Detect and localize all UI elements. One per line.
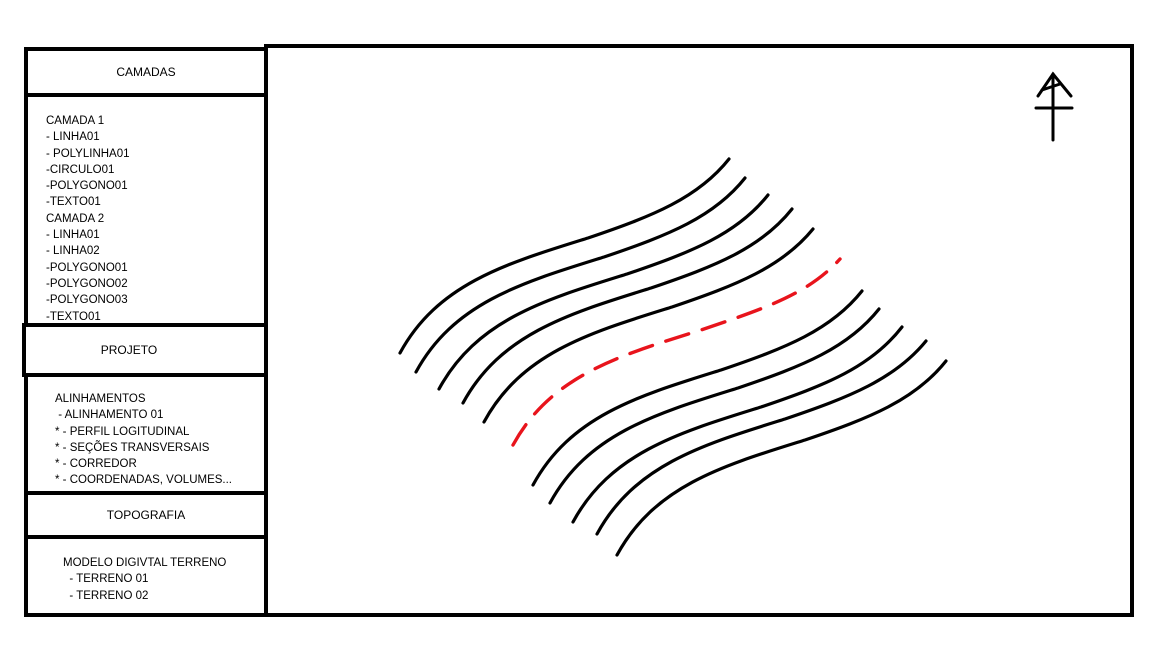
drawing-canvas[interactable] [264, 44, 1134, 617]
topography-panel-header[interactable]: TOPOGRAFIA [24, 491, 268, 539]
layer-entity-item[interactable]: -POLYGONO03 [46, 294, 128, 307]
layer-entity-item[interactable]: - LINHA02 [46, 245, 100, 258]
terrain-model-group-item[interactable]: MODELO DIGIVTAL TERRENO [63, 557, 227, 569]
layer-entity-item[interactable]: - LINHA01 [46, 131, 100, 144]
project-panel-body: ALINHAMENTOS - ALINHAMENTO 01 * - PERFIL… [24, 373, 268, 495]
coordinates-volumes-item[interactable]: * - COORDENADAS, VOLUMES... [55, 474, 233, 487]
layers-panel-header[interactable]: CAMADAS [24, 47, 268, 97]
layers-panel-title: CAMADAS [116, 65, 176, 79]
layer-group-item[interactable]: CAMADA 2 [46, 212, 105, 225]
layer-entity-item[interactable]: -CIRCULO01 [46, 163, 115, 176]
layer-entity-item[interactable]: - POLYLINHA01 [46, 147, 130, 160]
corridor-item[interactable]: * - CORREDOR [55, 458, 137, 471]
contour-line [531, 289, 864, 487]
contour-line [398, 157, 731, 355]
drawing-area [398, 71, 1074, 557]
contour-lines-lower [531, 289, 948, 557]
contour-line [414, 176, 747, 374]
layer-entity-item[interactable]: -POLYGONO02 [46, 277, 128, 290]
cross-sections-item[interactable]: * - SEÇÕES TRANSVERSAIS [55, 441, 210, 454]
terrain-item[interactable]: - TERRENO 01 [63, 573, 149, 586]
layers-panel-body: CAMADA 1 - LINHA01 - POLYLINHA01 -CIRCUL… [24, 93, 268, 327]
layer-entity-item[interactable]: -POLYGONO01 [46, 180, 128, 193]
contour-line [461, 207, 794, 405]
contour-line [548, 307, 881, 505]
layer-entity-item[interactable]: -TEXTO01 [46, 310, 101, 323]
contour-line [437, 193, 770, 391]
terrain-item[interactable]: - TERRENO 02 [63, 589, 149, 602]
project-panel-header[interactable]: PROJETO [22, 323, 268, 377]
profile-item[interactable]: * - PERFIL LOGITUDINAL [55, 425, 190, 438]
topography-panel-body: MODELO DIGIVTAL TERRENO - TERRENO 01 - T… [24, 535, 268, 617]
topography-panel-title: TOPOGRAFIA [106, 508, 186, 522]
layer-group-item[interactable]: CAMADA 1 [46, 115, 105, 127]
alignment-item[interactable]: - ALINHAMENTO 01 [55, 409, 164, 422]
north-arrow-icon [1034, 71, 1074, 142]
sidebar: CAMADAS CAMADA 1 - LINHA01 - POLYLINHA01… [22, 43, 268, 617]
alignment-centerline[interactable] [511, 257, 842, 447]
layer-entity-item[interactable]: -TEXTO01 [46, 196, 101, 209]
contour-line [615, 359, 948, 557]
project-panel-title: PROJETO [100, 343, 158, 357]
layer-entity-item[interactable]: -POLYGONO01 [46, 261, 128, 274]
layer-entity-item[interactable]: - LINHA01 [46, 229, 100, 242]
contour-line [482, 227, 815, 424]
contour-line [595, 339, 928, 536]
contour-lines-upper [398, 157, 815, 424]
contour-line [571, 325, 904, 524]
alignments-group-item[interactable]: ALINHAMENTOS [55, 393, 146, 405]
